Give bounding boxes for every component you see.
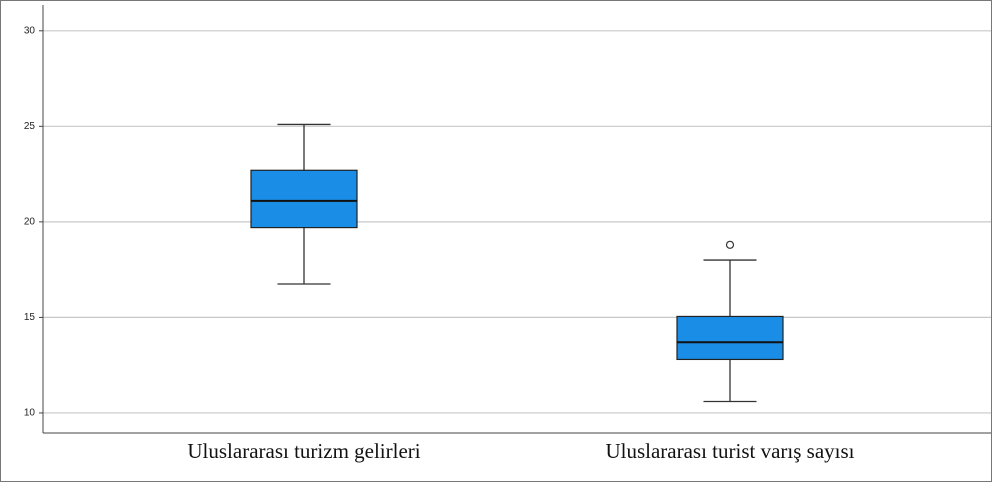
y-tick-label: 15 [24,312,36,323]
x-tick-label: Uluslararası turist varış sayısı [605,439,854,463]
y-tick-label: 25 [24,121,36,132]
y-tick-label: 20 [24,217,36,228]
box [676,315,784,361]
x-tick-label: Uluslararası turizm gelirleri [187,439,420,463]
outlier [725,240,735,249]
y-tick-label: 30 [24,25,36,36]
box [250,169,358,229]
y-tick-label: 10 [24,408,36,419]
